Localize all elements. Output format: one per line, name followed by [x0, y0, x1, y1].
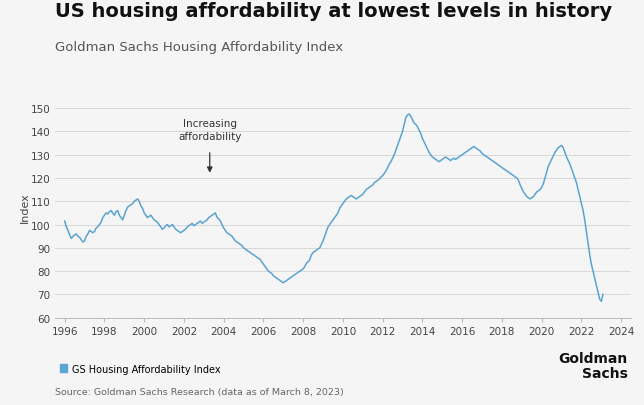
Legend: GS Housing Affordability Index: GS Housing Affordability Index: [60, 364, 221, 373]
Y-axis label: Index: Index: [20, 192, 30, 223]
Text: Goldman
Sachs: Goldman Sachs: [558, 352, 628, 380]
Text: Goldman Sachs Housing Affordability Index: Goldman Sachs Housing Affordability Inde…: [55, 40, 343, 53]
Text: Increasing
affordability: Increasing affordability: [178, 119, 242, 141]
Text: US housing affordability at lowest levels in history: US housing affordability at lowest level…: [55, 2, 612, 21]
Text: Source: Goldman Sachs Research (data as of March 8, 2023): Source: Goldman Sachs Research (data as …: [55, 387, 343, 396]
